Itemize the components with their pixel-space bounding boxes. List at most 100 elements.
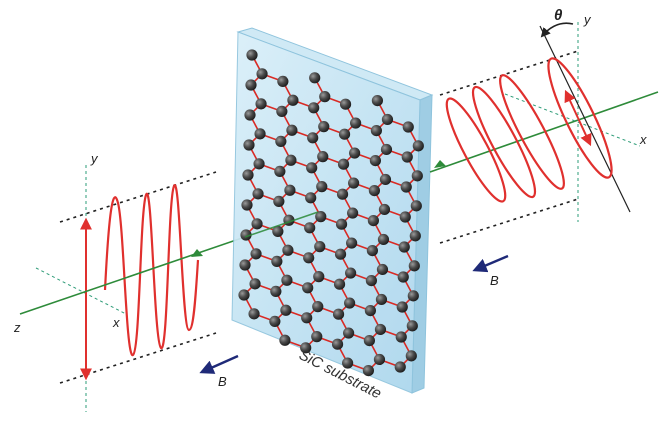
carbon-atom — [309, 72, 321, 84]
carbon-atom — [344, 297, 356, 309]
carbon-atom — [248, 308, 260, 320]
label-y-right: y — [583, 12, 592, 27]
carbon-atom — [362, 365, 374, 377]
label-theta: θ — [554, 7, 563, 24]
carbon-atom — [373, 353, 386, 366]
carbon-atom — [286, 124, 298, 136]
carbon-atom — [399, 211, 411, 223]
beam-line-right — [429, 91, 659, 173]
carbon-atom — [396, 301, 408, 313]
carbon-atom — [397, 271, 409, 283]
rotated-polarization-axis — [539, 25, 631, 213]
carbon-atom — [305, 192, 317, 204]
carbon-atom — [370, 125, 382, 137]
label-b-left: B — [218, 374, 227, 389]
envelope-bottom-left — [59, 332, 217, 384]
carbon-atom — [376, 263, 389, 276]
carbon-atom — [317, 151, 329, 163]
label-x-left: x — [112, 315, 120, 330]
sic-substrate — [231, 27, 434, 394]
carbon-atom — [400, 181, 412, 193]
carbon-atom — [363, 335, 375, 347]
carbon-atom — [367, 215, 379, 227]
label-x-right: x — [639, 132, 647, 147]
carbon-atom — [307, 132, 319, 144]
carbon-atom — [242, 169, 254, 181]
carbon-atom — [302, 282, 314, 294]
wave-loop-4 — [547, 57, 613, 179]
carbon-atom — [249, 278, 261, 290]
propagation-arrow-left — [191, 249, 203, 257]
carbon-atom — [339, 98, 352, 110]
carbon-atom — [273, 195, 285, 207]
envelope-top-left — [59, 171, 217, 223]
carbon-atom — [315, 211, 327, 223]
carbon-atom — [276, 105, 288, 117]
carbon-atom — [371, 95, 383, 107]
transmitted-wave-group — [439, 22, 641, 244]
carbon-atom — [246, 49, 258, 61]
propagation-arrow-right — [434, 160, 446, 168]
carbon-atom — [342, 357, 354, 369]
carbon-atom — [343, 327, 355, 339]
carbon-atom — [238, 289, 250, 301]
carbon-atom — [252, 188, 264, 200]
carbon-atom — [332, 308, 345, 320]
envelope-bottom-right — [439, 198, 579, 244]
carbon-atom — [349, 147, 361, 159]
carbon-atom — [275, 135, 287, 147]
carbon-atom — [338, 128, 351, 140]
carbon-atom — [412, 140, 424, 152]
carbon-atom — [314, 241, 326, 253]
envelope-top-right — [439, 50, 579, 96]
carbon-atom — [254, 128, 266, 140]
carbon-atom — [319, 91, 331, 103]
carbon-atom — [378, 203, 391, 216]
carbon-atom — [244, 109, 256, 121]
carbon-atom — [253, 158, 265, 170]
carbon-atom — [333, 278, 346, 290]
carbon-atom — [347, 207, 359, 219]
carbon-atom — [271, 255, 283, 267]
carbon-atom — [337, 158, 350, 170]
carbon-atom — [251, 218, 263, 230]
carbon-atom — [411, 170, 423, 182]
carbon-atom — [239, 259, 251, 271]
carbon-atom — [269, 315, 281, 327]
carbon-atom — [374, 323, 387, 336]
carbon-atom — [313, 271, 325, 283]
carbon-atom — [401, 151, 413, 163]
beam-line-through — [244, 211, 319, 238]
carbon-atom — [301, 312, 313, 324]
carbon-atom — [348, 177, 360, 189]
carbon-atom — [279, 334, 291, 346]
carbon-atom — [407, 290, 419, 302]
carbon-atom — [243, 139, 255, 151]
carbon-atom — [277, 75, 289, 87]
carbon-atom — [316, 181, 328, 193]
carbon-atom — [287, 94, 299, 106]
carbon-atom — [270, 285, 282, 297]
carbon-atom — [395, 331, 407, 343]
carbon-atom — [402, 121, 414, 133]
carbon-atom — [379, 173, 392, 186]
carbon-atom — [406, 320, 418, 332]
carbon-atom — [369, 155, 381, 167]
label-y-left: y — [90, 151, 99, 166]
carbon-atom — [306, 162, 318, 174]
sine-wave-left — [103, 184, 200, 357]
carbon-atom — [368, 185, 380, 197]
carbon-atom — [334, 248, 347, 260]
carbon-atom — [345, 267, 357, 279]
carbon-atom — [274, 165, 286, 177]
carbon-atom — [282, 244, 294, 256]
carbon-atom — [365, 275, 377, 287]
arrow-icon — [199, 354, 239, 374]
wave-loop-1 — [445, 97, 507, 203]
carbon-atom — [381, 113, 394, 126]
carbon-atom — [272, 225, 284, 237]
carbon-atom — [336, 188, 349, 200]
carbon-atom — [285, 154, 297, 166]
carbon-atom — [256, 68, 268, 80]
